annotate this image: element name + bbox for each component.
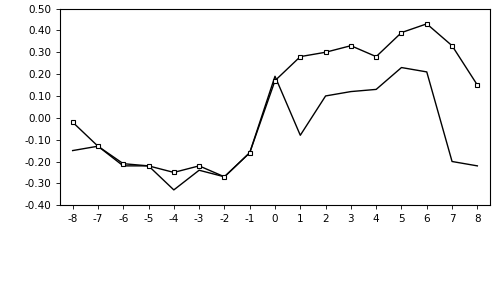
lnITOT_to_TB [398, 66, 404, 69]
lnREER_to_TB [298, 55, 304, 58]
lnITOT_to_TB [246, 151, 252, 154]
lnREER_to_TB [373, 55, 379, 58]
lnITOT_to_TB [70, 149, 75, 152]
lnITOT_to_TB [272, 75, 278, 78]
lnITOT_to_TB [449, 160, 455, 163]
lnREER_to_TB [222, 175, 228, 178]
Line: lnREER_to_TB: lnREER_to_TB [70, 21, 480, 179]
lnITOT_to_TB [474, 164, 480, 168]
lnREER_to_TB [70, 121, 75, 124]
lnITOT_to_TB [222, 175, 228, 178]
lnITOT_to_TB [171, 188, 177, 192]
lnREER_to_TB [398, 31, 404, 34]
lnITOT_to_TB [196, 168, 202, 172]
lnREER_to_TB [171, 171, 177, 174]
lnREER_to_TB [449, 44, 455, 47]
lnITOT_to_TB [373, 88, 379, 91]
lnREER_to_TB [424, 22, 430, 26]
lnITOT_to_TB [322, 94, 328, 98]
lnITOT_to_TB [348, 90, 354, 93]
Line: lnITOT_to_TB: lnITOT_to_TB [72, 68, 477, 190]
lnREER_to_TB [322, 50, 328, 54]
lnREER_to_TB [348, 44, 354, 47]
lnREER_to_TB [246, 151, 252, 154]
lnREER_to_TB [120, 162, 126, 165]
lnITOT_to_TB [298, 134, 304, 137]
lnITOT_to_TB [146, 164, 152, 168]
lnITOT_to_TB [120, 164, 126, 168]
lnREER_to_TB [272, 79, 278, 82]
lnITOT_to_TB [95, 144, 101, 148]
lnREER_to_TB [196, 164, 202, 168]
lnITOT_to_TB [424, 70, 430, 74]
lnREER_to_TB [146, 164, 152, 168]
lnREER_to_TB [474, 83, 480, 87]
lnREER_to_TB [95, 144, 101, 148]
